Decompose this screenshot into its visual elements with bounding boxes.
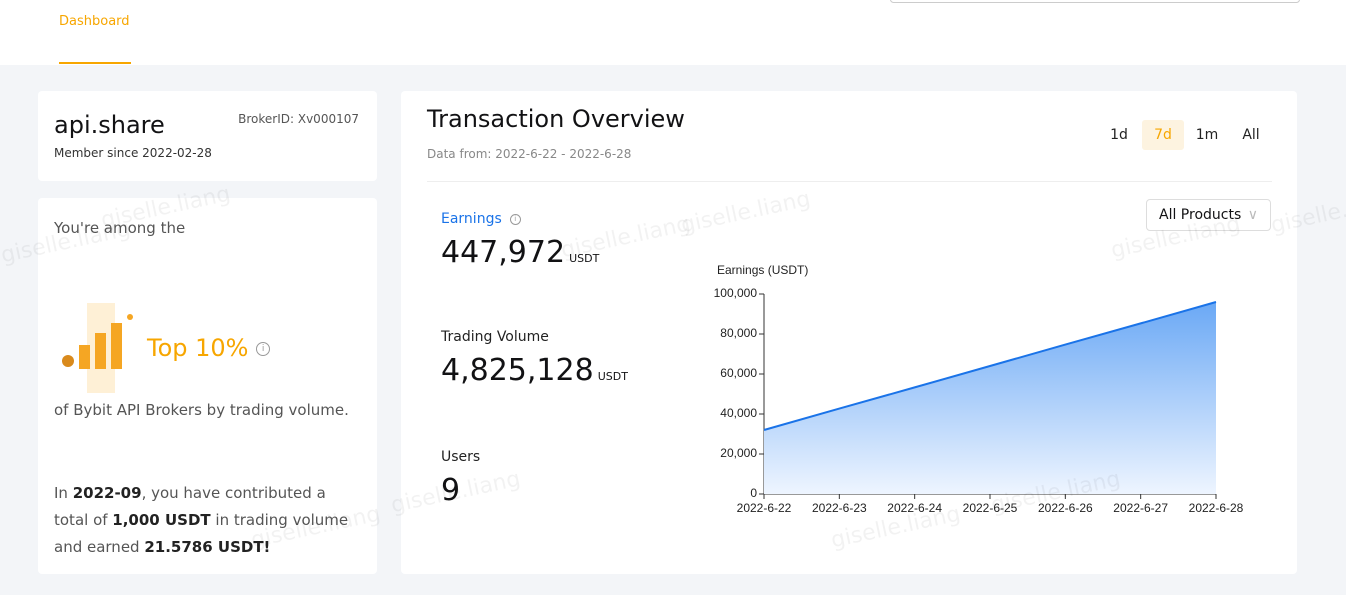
broker-id: BrokerID: Xv000107	[238, 112, 359, 126]
text: , you have contributed a total of	[54, 484, 326, 529]
rank-icon	[62, 303, 133, 393]
y-axis-label: Earnings (USDT)	[717, 263, 808, 277]
range-button[interactable]: 1m	[1195, 127, 1219, 143]
rank-card: You're among the Top 10% i of Bybit API …	[38, 198, 377, 574]
line	[763, 301, 1217, 431]
metric-label: Trading Volume	[441, 329, 549, 345]
metric-value: 447,972 USDT	[441, 235, 599, 270]
dropdown-label: All Products	[1159, 207, 1242, 223]
x-tick-label: 2022-6-23	[812, 501, 867, 515]
x-tick-label: 2022-6-22	[737, 501, 792, 515]
overview-card: Transaction Overview Data from: 2022-6-2…	[401, 91, 1297, 574]
y-tick-label: 100,000	[714, 286, 758, 300]
member-since: Member since 2022-02-28	[54, 146, 212, 160]
rank-value: Top 10%	[147, 334, 249, 362]
area	[764, 302, 1216, 494]
earnings-chart: Earnings (USDT) 0 20,000 40,000 60,000 80,00…	[714, 263, 1244, 515]
profile-card: api.share BrokerID: Xv000107 Member sinc…	[38, 91, 377, 181]
top-bar: Dashboard	[0, 0, 1346, 65]
volume: 1,000 USDT	[112, 511, 211, 529]
rank-intro: You're among the	[54, 219, 186, 237]
period: 2022-09	[72, 484, 142, 502]
metric-label: Users	[441, 449, 480, 465]
metric-value: 4,825,128 USDT	[441, 353, 628, 388]
rank-description: of Bybit API Brokers by trading volume.	[54, 401, 349, 419]
metric-value: 9	[441, 473, 460, 508]
y-tick-label: 0	[750, 486, 757, 500]
text: in trading volume and earned	[54, 511, 349, 556]
metric-number: 9	[441, 473, 461, 508]
x-tick-label: 2022-6-25	[963, 501, 1018, 515]
metric-label-text: Earnings	[441, 211, 502, 227]
x-tick-label: 2022-6-28	[1189, 501, 1244, 515]
text: In	[54, 484, 73, 502]
metric-unit: USDT	[569, 252, 600, 265]
y-tick-label: 40,000	[720, 406, 757, 420]
range-button[interactable]: All	[1242, 127, 1260, 143]
metric-number: 447,972	[441, 235, 566, 270]
nav-tab[interactable]: Dashboard	[59, 14, 130, 29]
y-tick-label: 80,000	[720, 326, 757, 340]
metric-unit: USDT	[597, 370, 628, 383]
info-icon[interactable]: i	[256, 342, 271, 356]
y-tick-label: 20,000	[720, 446, 757, 460]
search-box[interactable]	[890, 0, 1300, 3]
x-tick-label: 2022-6-26	[1038, 501, 1093, 515]
range-button[interactable]: 7d	[1142, 120, 1184, 150]
metric-number: 4,825,128	[441, 353, 594, 388]
earned: 21.5786 USDT!	[144, 538, 271, 556]
range-button[interactable]: 1d	[1110, 127, 1128, 143]
metric-label-text: Users	[441, 449, 481, 465]
x-tick-label: 2022-6-27	[1113, 501, 1168, 515]
product-dropdown[interactable]: All Products ∨	[1146, 199, 1271, 231]
metric-label-text: Trading Volume	[441, 329, 549, 345]
profile-name: api.share	[54, 111, 165, 139]
contribution: In 2022-09, you have contributed a total…	[54, 480, 364, 561]
x-tick-label: 2022-6-24	[887, 501, 942, 515]
divider	[427, 181, 1272, 182]
info-icon[interactable]: i	[509, 213, 521, 225]
y-tick-label: 60,000	[720, 366, 757, 380]
tab-underline	[59, 62, 131, 64]
rank-label: Top 10% i	[147, 334, 271, 362]
data-range: Data from: 2022-6-22 - 2022-6-28	[427, 147, 632, 161]
overview-title: Transaction Overview	[427, 105, 685, 133]
metric-label: Earnings i	[441, 211, 521, 227]
